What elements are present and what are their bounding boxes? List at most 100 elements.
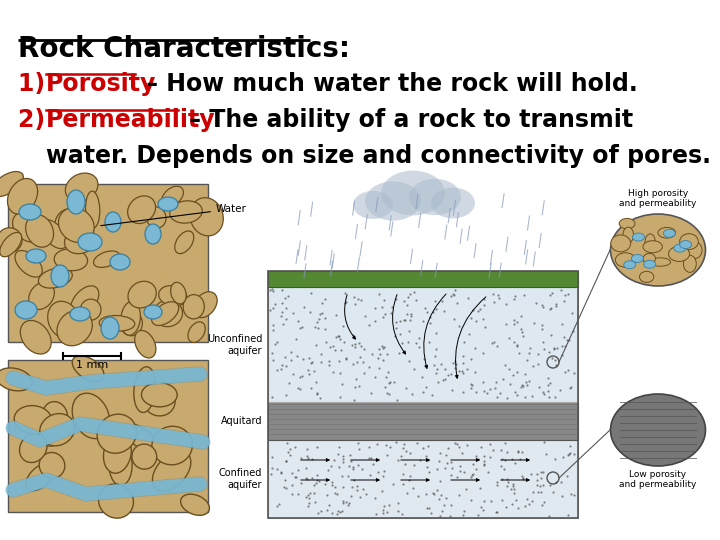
Ellipse shape [135, 330, 156, 358]
Bar [268, 402, 578, 440]
Ellipse shape [188, 322, 205, 342]
Ellipse shape [54, 249, 88, 271]
Ellipse shape [122, 423, 159, 452]
Ellipse shape [162, 186, 184, 207]
Ellipse shape [645, 234, 655, 250]
Ellipse shape [644, 260, 656, 268]
Ellipse shape [81, 299, 101, 320]
Ellipse shape [146, 207, 166, 228]
Text: 1): 1) [18, 72, 62, 96]
Ellipse shape [650, 258, 670, 266]
Ellipse shape [105, 212, 121, 232]
Ellipse shape [48, 301, 80, 339]
Ellipse shape [611, 394, 706, 466]
Ellipse shape [409, 179, 461, 215]
Ellipse shape [431, 187, 475, 218]
Ellipse shape [110, 254, 130, 270]
Ellipse shape [674, 244, 686, 252]
Ellipse shape [171, 282, 186, 304]
Ellipse shape [658, 227, 675, 238]
Text: 2): 2) [18, 108, 62, 132]
Bar [268, 440, 578, 518]
Ellipse shape [97, 414, 137, 453]
Ellipse shape [128, 281, 156, 308]
Ellipse shape [86, 191, 100, 228]
Ellipse shape [101, 317, 119, 339]
Ellipse shape [158, 286, 186, 306]
Bar [268, 271, 578, 518]
Ellipse shape [616, 253, 636, 267]
Ellipse shape [15, 251, 42, 277]
Ellipse shape [623, 227, 634, 243]
Ellipse shape [42, 402, 68, 429]
Ellipse shape [0, 172, 23, 197]
Ellipse shape [680, 240, 692, 248]
Text: Confined
aquifer: Confined aquifer [219, 468, 262, 490]
Text: Aquitard: Aquitard [220, 416, 262, 426]
Text: – The ability of a rock to transmit: – The ability of a rock to transmit [181, 108, 633, 132]
Ellipse shape [121, 312, 143, 336]
Ellipse shape [121, 301, 140, 335]
Ellipse shape [72, 356, 104, 382]
Ellipse shape [158, 197, 178, 211]
Ellipse shape [183, 295, 204, 319]
Ellipse shape [94, 251, 120, 267]
Ellipse shape [51, 265, 69, 287]
Text: Low porosity
and permeability: Low porosity and permeability [619, 470, 697, 489]
Ellipse shape [40, 414, 75, 446]
Ellipse shape [67, 190, 85, 214]
Ellipse shape [104, 434, 131, 473]
Ellipse shape [132, 444, 157, 469]
Ellipse shape [57, 310, 92, 346]
Bar [8, 184, 208, 342]
Ellipse shape [70, 307, 90, 321]
Ellipse shape [145, 224, 161, 244]
Ellipse shape [12, 212, 44, 242]
Ellipse shape [175, 231, 194, 254]
Ellipse shape [153, 451, 191, 491]
Text: High porosity
and permeability: High porosity and permeability [619, 188, 697, 208]
Ellipse shape [381, 171, 445, 215]
Ellipse shape [99, 315, 135, 331]
Ellipse shape [65, 228, 96, 254]
Text: Porosity: Porosity [46, 72, 156, 96]
Ellipse shape [639, 272, 654, 282]
Ellipse shape [632, 233, 644, 241]
Ellipse shape [39, 453, 65, 478]
Ellipse shape [99, 484, 133, 518]
Ellipse shape [688, 242, 702, 259]
Ellipse shape [55, 208, 88, 240]
Ellipse shape [109, 444, 132, 485]
Ellipse shape [353, 191, 393, 219]
Ellipse shape [193, 292, 217, 318]
Ellipse shape [365, 181, 421, 221]
Ellipse shape [668, 246, 690, 261]
Ellipse shape [152, 302, 179, 326]
Ellipse shape [26, 215, 53, 247]
Ellipse shape [127, 196, 156, 224]
Ellipse shape [619, 218, 635, 229]
Ellipse shape [190, 198, 223, 236]
Ellipse shape [153, 300, 182, 327]
Ellipse shape [19, 434, 47, 463]
Ellipse shape [71, 286, 99, 317]
Ellipse shape [14, 406, 52, 434]
Ellipse shape [19, 204, 41, 220]
Bar [8, 360, 208, 512]
Ellipse shape [663, 230, 675, 237]
Ellipse shape [611, 235, 631, 252]
Ellipse shape [26, 249, 46, 263]
Ellipse shape [181, 494, 210, 515]
Ellipse shape [58, 208, 94, 242]
Ellipse shape [683, 255, 696, 272]
Text: water. Depends on size and connectivity of pores.: water. Depends on size and connectivity … [46, 144, 711, 168]
Text: Rock Characteristics:: Rock Characteristics: [18, 35, 350, 63]
Ellipse shape [0, 228, 22, 252]
Ellipse shape [40, 220, 67, 248]
Ellipse shape [624, 261, 636, 269]
Ellipse shape [643, 241, 662, 253]
Ellipse shape [643, 253, 655, 264]
Ellipse shape [134, 367, 156, 413]
Ellipse shape [170, 201, 202, 223]
Ellipse shape [143, 386, 175, 416]
